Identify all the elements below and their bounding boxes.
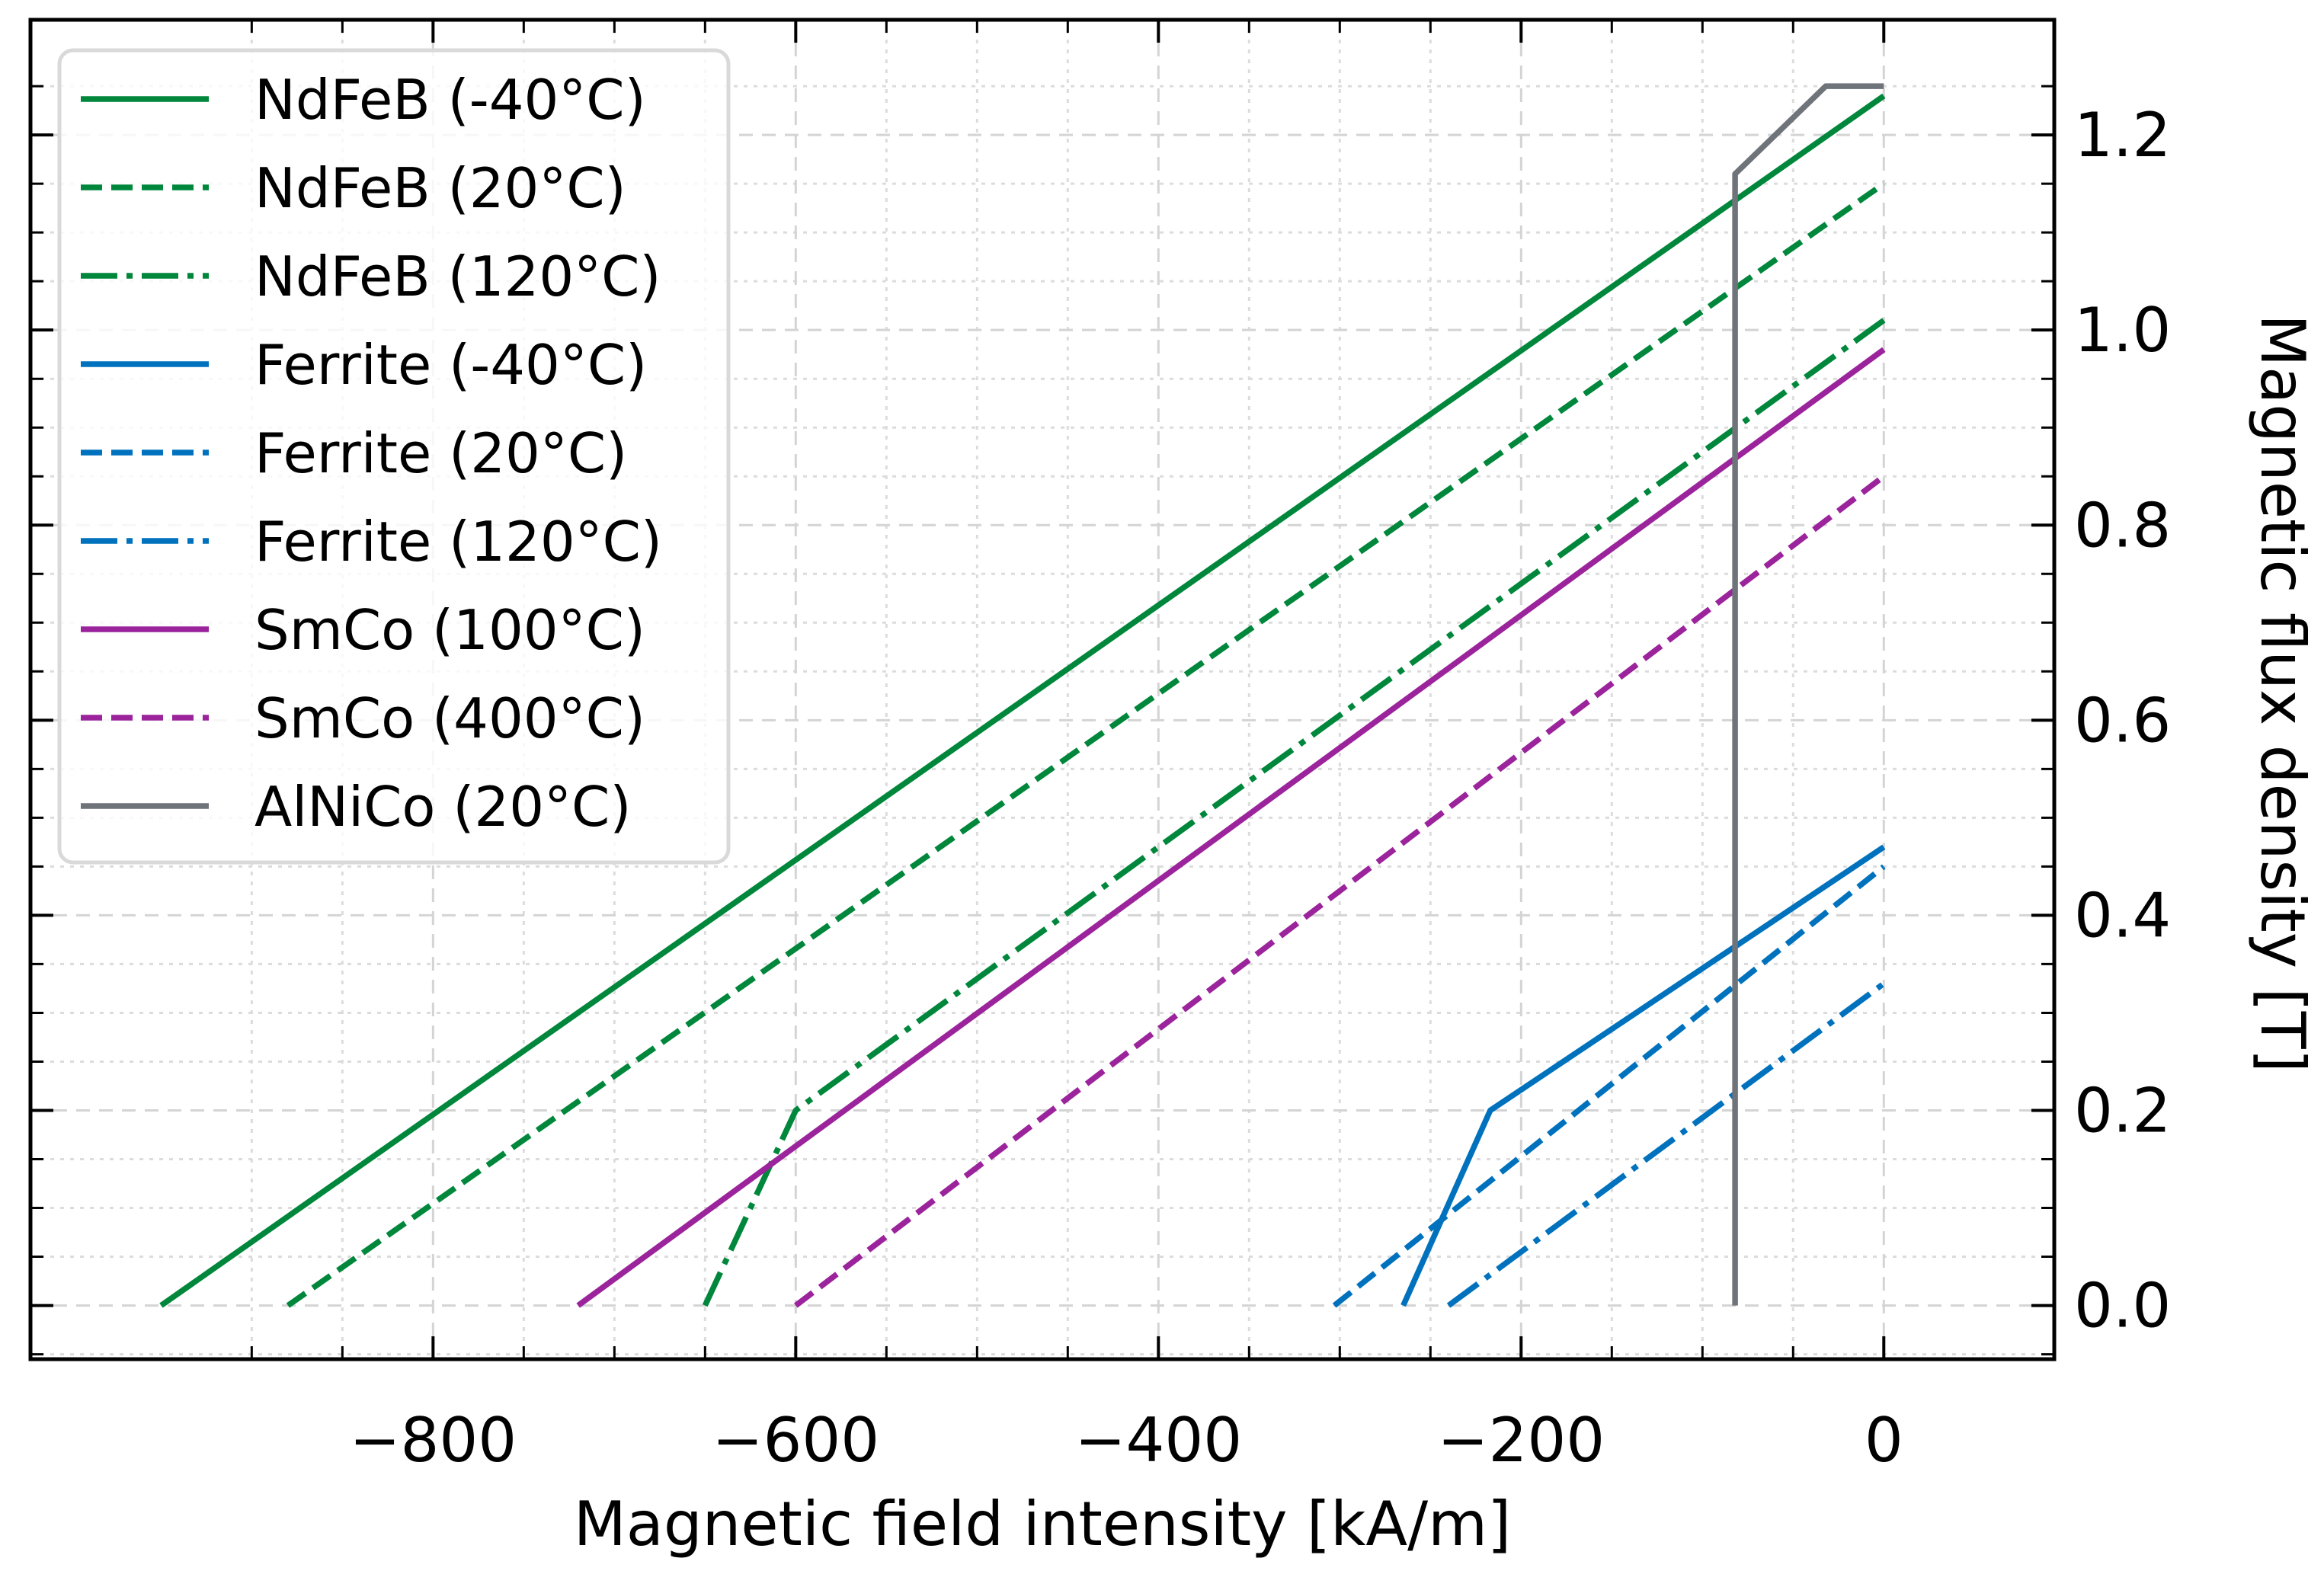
y-tick-label: 0.2 <box>2074 1075 2171 1146</box>
legend-label-2: NdFeB (20°C) <box>254 156 626 220</box>
legend-label-7: SmCo (100°C) <box>254 598 645 662</box>
legend-label-6: Ferrite (120°C) <box>254 510 662 574</box>
y-tick-label: 0.4 <box>2074 880 2171 951</box>
axis-ticks <box>30 20 2054 1359</box>
x-tick-label: −400 <box>1074 1405 1242 1476</box>
series-line-2 <box>286 181 1886 1308</box>
series-line-8 <box>794 474 1886 1308</box>
legend-label-3: NdFeB (120°C) <box>254 245 661 309</box>
y-tick-label: 1.0 <box>2074 295 2171 366</box>
y-tick-labels: 0.0 0.2 0.4 0.6 0.8 1.0 1.2 <box>2074 100 2171 1341</box>
legend-entries: NdFeB (-40°C) NdFeB (20°C) NdFeB (120°C) Fe… <box>81 68 662 839</box>
legend-label-9: AlNiCo (20°C) <box>254 775 631 839</box>
y-tick-label: 0.6 <box>2074 685 2171 756</box>
legend-frame <box>57 48 731 865</box>
legend-label-1: NdFeB (-40°C) <box>254 68 646 132</box>
y-axis-label: Magnetic flux density [T] <box>2247 314 2318 1073</box>
series-line-9 <box>1732 83 1884 1306</box>
legend-label-5: Ferrite (20°C) <box>254 421 627 485</box>
series-line-6 <box>1446 981 1886 1308</box>
x-tick-label: 0 <box>1865 1405 1903 1476</box>
series-line-3 <box>702 318 1886 1307</box>
y-tick-label: 0.0 <box>2074 1271 2171 1342</box>
series-line-7 <box>576 347 1886 1308</box>
legend-label-4: Ferrite (-40°C) <box>254 333 647 397</box>
legend: NdFeB (-40°C) NdFeB (20°C) NdFeB (120°C) Fe… <box>57 48 731 865</box>
series-line-1 <box>159 93 1886 1308</box>
x-tick-labels: −800 −600 −400 −200 0 <box>349 1405 1903 1476</box>
y-tick-label: 1.2 <box>2074 100 2171 171</box>
plot-area-frame <box>28 18 2057 1361</box>
series-line-5 <box>1332 864 1886 1308</box>
plot-series <box>159 83 1886 1308</box>
series-line-4 <box>1400 844 1886 1307</box>
x-tick-label: −200 <box>1437 1405 1605 1476</box>
x-tick-label: −600 <box>712 1405 879 1476</box>
legend-label-8: SmCo (400°C) <box>254 686 645 750</box>
x-axis-label: Magnetic field intensity [kA/m] <box>574 1489 1511 1560</box>
y-tick-label: 0.8 <box>2074 490 2171 561</box>
x-tick-label: −800 <box>349 1405 517 1476</box>
